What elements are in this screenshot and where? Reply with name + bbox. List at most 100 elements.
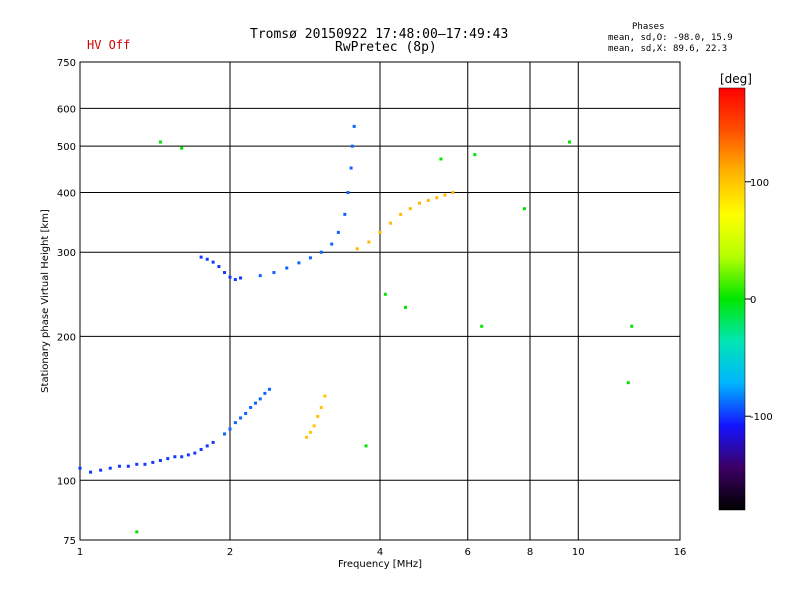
data-point (263, 391, 267, 395)
data-point (253, 401, 257, 405)
data-point (389, 221, 393, 225)
data-point (399, 212, 403, 216)
y-tick-label: 75 (63, 536, 76, 547)
data-point (473, 153, 477, 157)
data-point (285, 266, 289, 270)
data-point (173, 455, 177, 459)
data-point (239, 416, 243, 420)
data-point (272, 271, 276, 275)
data-point (126, 464, 130, 468)
x-axis-ticks: 1 2 4 6 8 10 16 (77, 547, 687, 558)
data-point (117, 464, 121, 468)
data-point (626, 381, 630, 385)
data-point (319, 250, 323, 254)
colorbar-ticks: 100 0 -100 (745, 178, 773, 423)
data-point (417, 201, 421, 205)
grid-lines (80, 62, 680, 540)
data-point (312, 424, 316, 428)
colorbar-label: [deg] (720, 72, 752, 86)
data-point (451, 190, 455, 194)
data-point (349, 166, 353, 170)
data-point (228, 275, 232, 279)
data-point (355, 247, 359, 251)
data-point (523, 207, 527, 211)
data-point (439, 157, 443, 161)
y-tick-label: 500 (57, 142, 76, 153)
colorbar-tick-label: -100 (750, 412, 773, 423)
data-point (346, 190, 350, 194)
y-tick-label: 200 (57, 332, 76, 343)
data-point (480, 324, 484, 328)
data-point (343, 212, 347, 216)
x-tick-label: 8 (527, 547, 533, 558)
data-point (352, 124, 356, 128)
chart-title: Tromsø 20150922 17:48:00–17:49:43 (250, 27, 509, 42)
data-point (186, 453, 190, 457)
phases-title: Phases (632, 22, 665, 32)
data-point (567, 140, 571, 144)
chart-subtitle: RwPretec (8p) (335, 40, 437, 55)
data-point (205, 257, 209, 261)
x-tick-label: 6 (465, 547, 471, 558)
data-point (319, 405, 323, 409)
data-point (258, 397, 262, 401)
y-tick-label: 100 (57, 476, 76, 487)
data-point (217, 265, 221, 269)
data-point (364, 444, 368, 448)
data-point (199, 447, 203, 451)
data-point (78, 466, 82, 470)
data-point (367, 240, 371, 244)
phases-x-stats: mean, sd,X: 89.6, 22.3 (608, 44, 728, 54)
data-point (378, 230, 382, 234)
x-tick-label: 2 (227, 547, 233, 558)
data-point (308, 256, 312, 260)
data-point (205, 444, 209, 448)
y-tick-label: 600 (57, 104, 76, 115)
hv-status-label: HV Off (87, 38, 131, 52)
data-points (78, 124, 634, 534)
data-point (249, 405, 253, 409)
x-tick-label: 16 (674, 547, 687, 558)
data-point (426, 198, 430, 202)
data-point (199, 255, 203, 259)
data-point (143, 462, 147, 466)
data-point (135, 530, 139, 534)
colorbar-tick-label: 0 (750, 295, 756, 306)
data-point (108, 466, 112, 470)
data-point (383, 292, 387, 296)
y-axis-ticks: 75 100 200 300 400 500 600 750 (57, 58, 76, 547)
x-tick-label: 1 (77, 547, 83, 558)
data-point (330, 242, 334, 246)
data-point (99, 468, 103, 472)
x-axis-label: Frequency [MHz] (338, 559, 422, 570)
x-tick-label: 4 (377, 547, 383, 558)
data-point (166, 457, 170, 461)
colorbar-tick-label: 100 (750, 178, 769, 189)
data-point (158, 458, 162, 462)
data-point (228, 427, 232, 431)
data-point (258, 274, 262, 278)
data-point (223, 432, 227, 436)
y-tick-label: 400 (57, 188, 76, 199)
data-point (305, 435, 309, 439)
data-point (180, 146, 184, 150)
data-point (336, 230, 340, 234)
colorbar (718, 87, 746, 511)
data-point (180, 455, 184, 459)
y-tick-label: 300 (57, 248, 76, 259)
data-point (435, 196, 439, 200)
data-point (267, 387, 271, 391)
data-point (244, 411, 248, 415)
y-axis-label: Stationary phase Virtual Height [km] (40, 209, 51, 393)
data-point (233, 278, 237, 282)
data-point (350, 144, 354, 148)
data-point (223, 271, 227, 275)
data-point (151, 460, 155, 464)
data-point (403, 305, 407, 309)
data-point (211, 440, 215, 444)
data-point (89, 470, 93, 474)
data-point (408, 207, 412, 211)
data-point (316, 414, 320, 418)
x-tick-label: 10 (572, 547, 585, 558)
phases-o-stats: mean, sd,O: -98.0, 15.9 (608, 33, 733, 43)
